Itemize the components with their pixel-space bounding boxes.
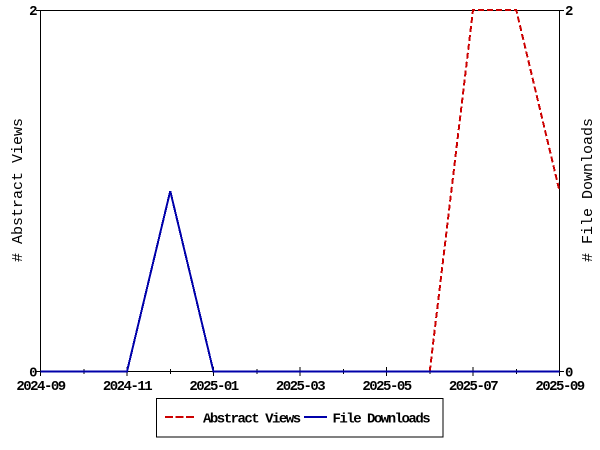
svg-text:# File Downloads: # File Downloads xyxy=(580,118,597,262)
svg-text:2025-03: 2025-03 xyxy=(276,379,325,395)
svg-text:2: 2 xyxy=(565,4,573,20)
svg-text:Abstract Views: Abstract Views xyxy=(203,412,301,428)
svg-text:2: 2 xyxy=(29,4,37,20)
svg-text:2025-09: 2025-09 xyxy=(535,379,584,395)
svg-text:2025-07: 2025-07 xyxy=(449,379,498,395)
svg-text:2024-09: 2024-09 xyxy=(16,379,65,395)
svg-text:File Downloads: File Downloads xyxy=(333,412,431,428)
svg-text:2024-11: 2024-11 xyxy=(103,379,152,395)
svg-text:0: 0 xyxy=(565,366,573,382)
svg-text:0: 0 xyxy=(29,366,37,382)
svg-text:# Abstract Views: # Abstract Views xyxy=(10,118,27,262)
svg-text:2025-05: 2025-05 xyxy=(362,379,411,395)
svg-text:2025-01: 2025-01 xyxy=(189,379,238,395)
